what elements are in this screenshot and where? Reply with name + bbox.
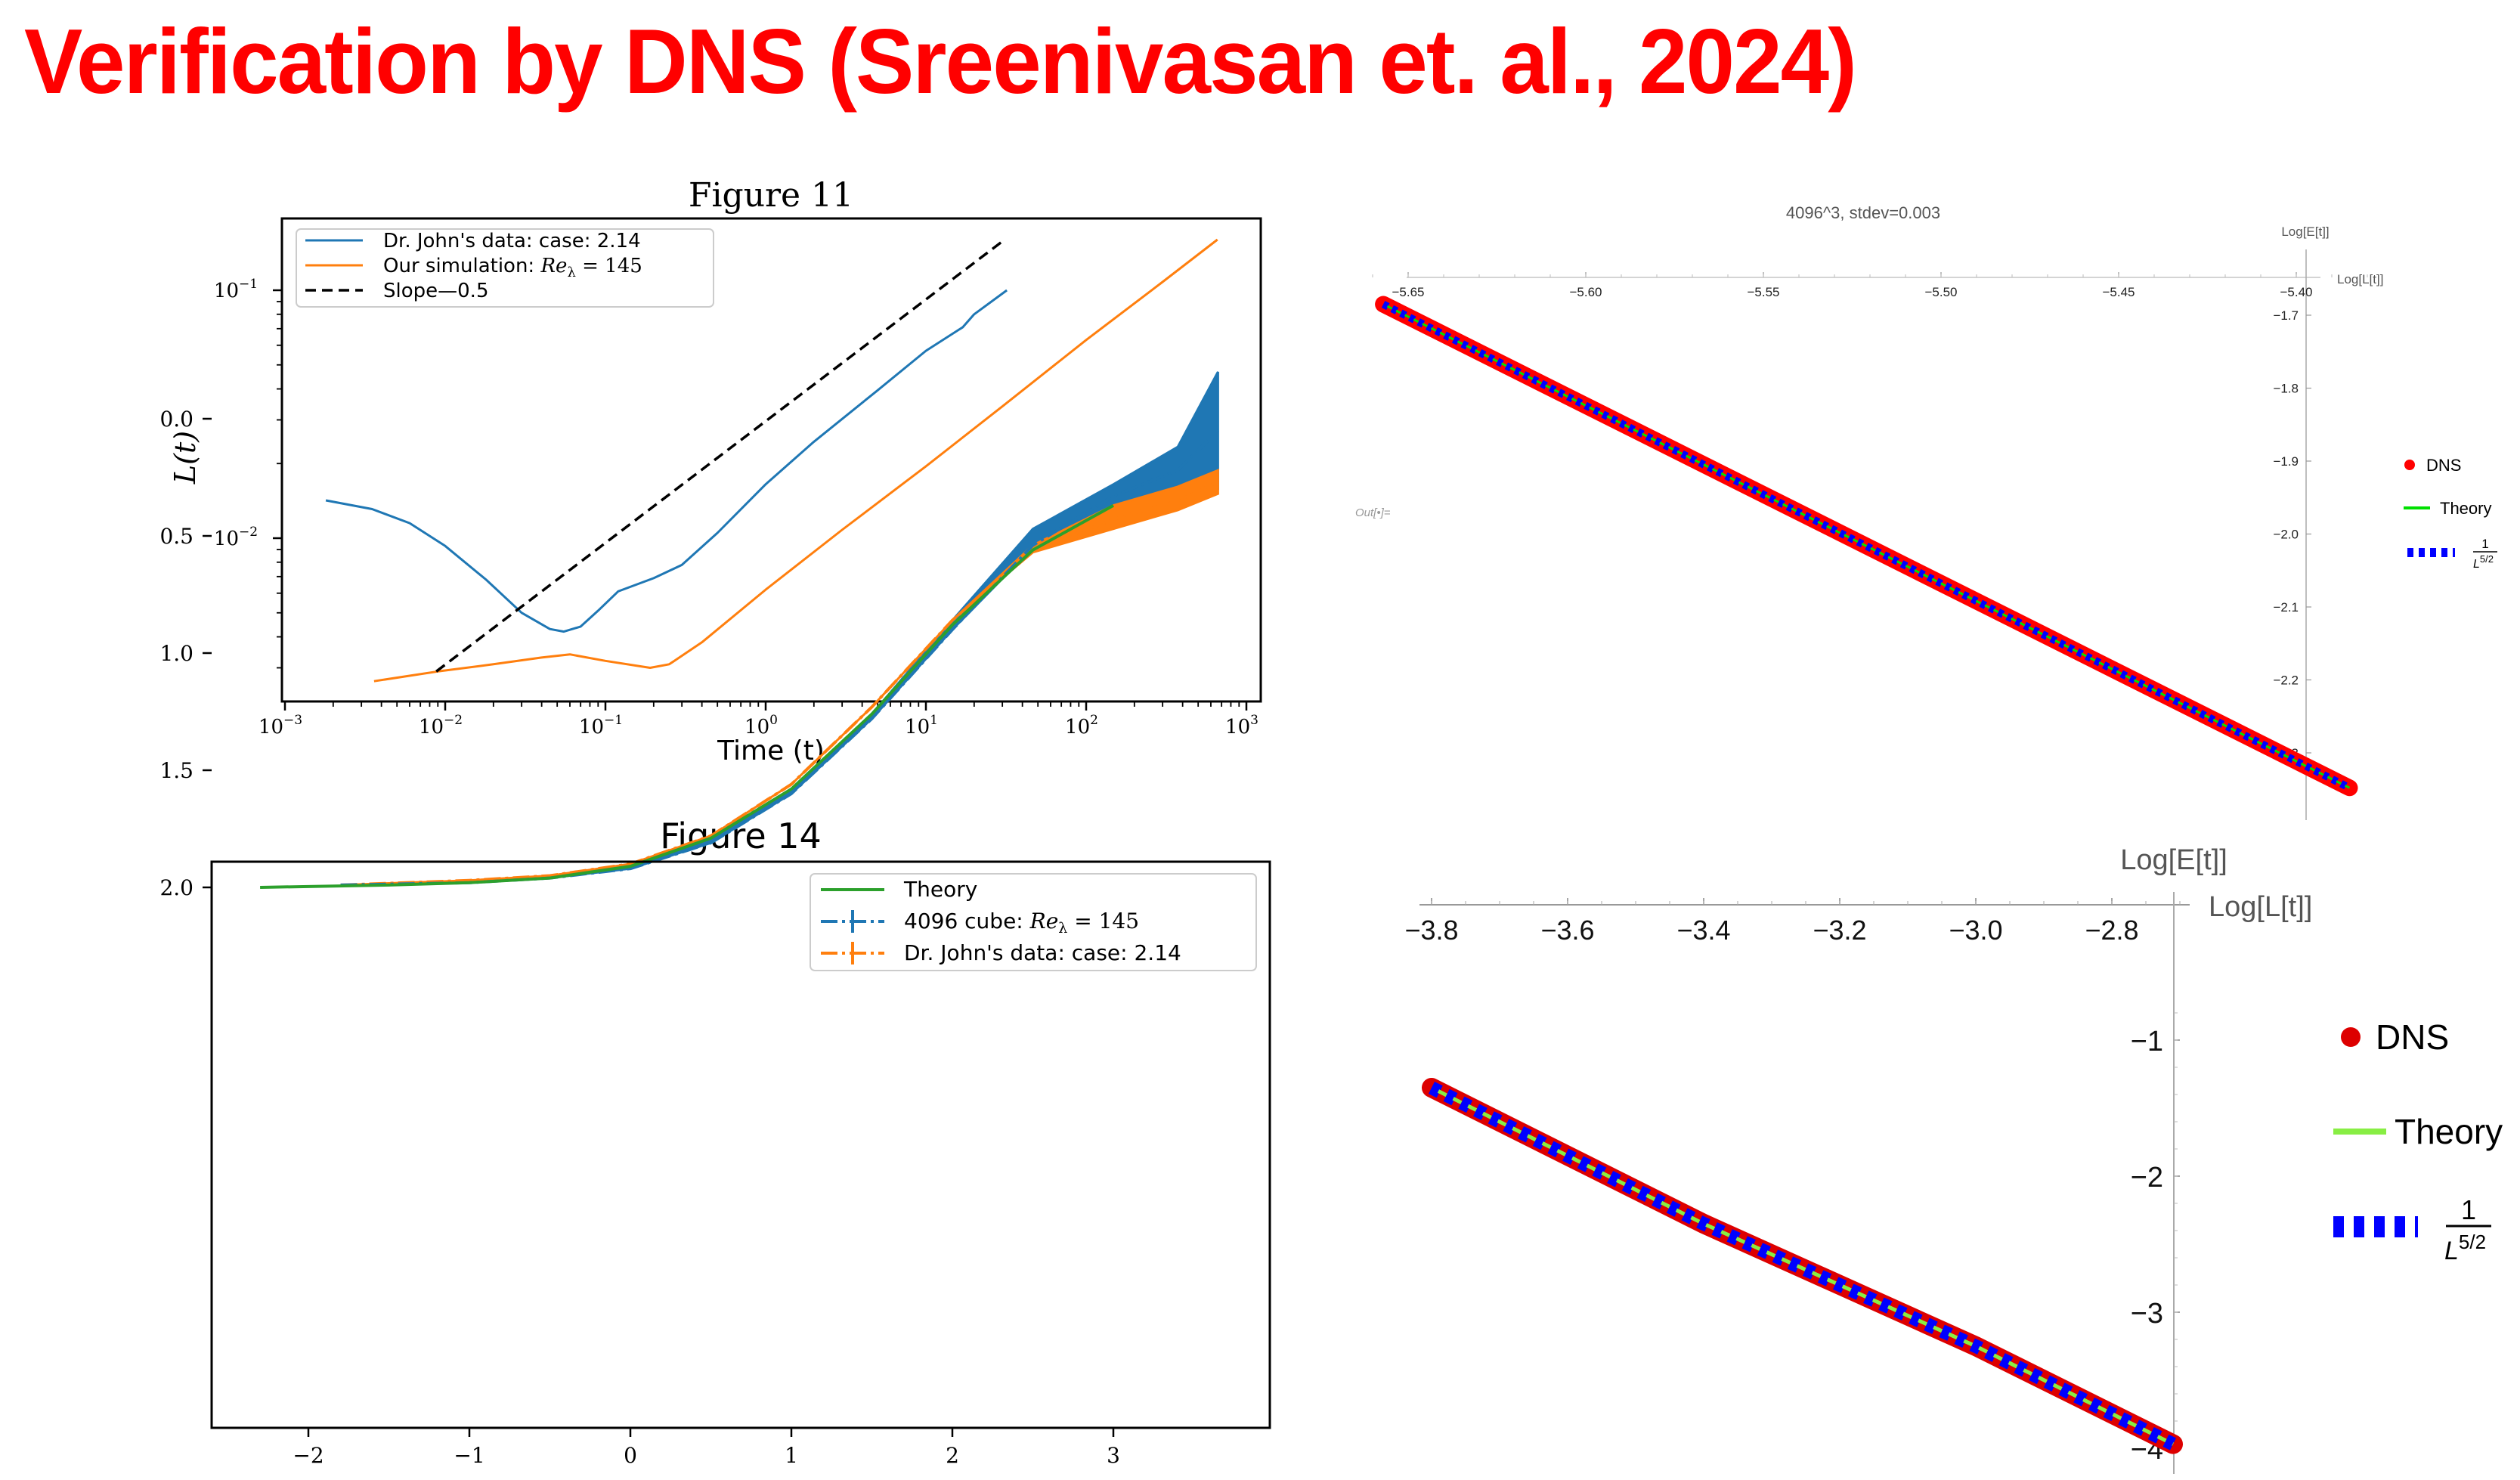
x-tick-label: 0 [624, 1443, 637, 1468]
x-tick-label: 1 [785, 1443, 798, 1468]
figure-11-x-label: Time (t) [717, 735, 825, 766]
mma-top-y-axis-label: Log[E[t]] [2281, 224, 2329, 239]
series-line-0 [260, 503, 1114, 889]
mma-bottom-legend: DNS Theory 1 L5/2 [2333, 1017, 2503, 1265]
mma-top-title: 4096^3, stdev=0.003 [1786, 203, 1940, 222]
x-tick-label: 103 [1225, 713, 1258, 738]
figure-14-axes-frame [210, 860, 1271, 1429]
x-tick-label: −3.0 [1949, 915, 2002, 946]
slide-title: Verification by DNS (Sreenivasan et. al.… [24, 10, 1857, 113]
figure-11: Figure 11 10−3 10−2 10−1 100 101 102 103 10−11… [169, 176, 1262, 766]
x-tick-label: −5.40 [2280, 285, 2312, 299]
figure-11-axes-frame [280, 217, 1262, 703]
y-tick-label: 0.5 [159, 524, 193, 549]
series-line-0 [325, 289, 1008, 633]
legend-theory-label: Theory [2395, 1112, 2503, 1151]
figure-14: Figure 14 −2 −1 0 1 2 3 2.01.51.00.50.0 Theor… [159, 371, 1271, 1468]
figure-14-x-ticks: −2 −1 0 1 2 3 [293, 1428, 1120, 1468]
x-tick-label: 100 [745, 713, 778, 738]
x-tick-label: 10−1 [579, 713, 623, 738]
y-tick-label: 10−2 [214, 525, 258, 550]
legend-fraction-numerator: 1 [2461, 1194, 2476, 1225]
y-tick-label: −1.8 [2273, 382, 2299, 396]
legend-dns-label: DNS [2426, 456, 2461, 475]
legend-dns-dot-icon [2341, 1027, 2361, 1047]
figure-11-legend: Dr. John's data: case: 2.14 Our simulati… [296, 228, 714, 308]
y-tick-label: 10−1 [214, 277, 258, 302]
figure-11-y-label: L(t) [169, 431, 202, 485]
series-line-1 [373, 238, 1218, 683]
power-law-dashed-line [1381, 301, 2351, 791]
mma-bottom-y-axis-label: Log[E[t]] [2120, 844, 2227, 876]
figure-11-title: Figure 11 [689, 176, 853, 215]
y-tick-label: 2.0 [159, 875, 193, 900]
legend-dns-label: DNS [2376, 1017, 2449, 1057]
legend-label-simulation: Our simulation: Reλ = 145 [383, 255, 642, 280]
y-tick-label: −2.2 [2273, 673, 2299, 688]
mathematica-plot-bottom: −3.8 −3.6 −3.4 −3.2 −3.0 −2.8−1−2−3−4 Log[E[t… [1404, 844, 2503, 1474]
legend-fraction-denominator: L5/2 [2444, 1231, 2486, 1265]
theory-line [1430, 1085, 2175, 1446]
y-tick-label: −2.0 [2273, 528, 2299, 542]
x-tick-label: −5.55 [1747, 285, 1779, 299]
series-line-2 [435, 238, 1006, 673]
y-tick-label: −2.1 [2273, 600, 2299, 615]
x-tick-label: 102 [1065, 713, 1098, 738]
legend-dns-dot-icon [2404, 460, 2415, 470]
mma-bottom-plot-area [1422, 1078, 2183, 1454]
figure-11-y-ticks: 10−1 10−2 [214, 277, 282, 669]
mma-bottom-axes: −3.8 −3.6 −3.4 −3.2 −3.0 −2.8−1−2−3−4 [1404, 892, 2190, 1474]
x-tick-label: −3.8 [1404, 915, 1458, 946]
y-tick-label: 1.0 [159, 641, 193, 666]
x-tick-label: 10−2 [419, 713, 463, 738]
x-tick-label: −2 [293, 1443, 324, 1468]
figure-11-x-ticks: 10−3 10−2 10−1 100 101 102 103 [259, 701, 1258, 738]
legend-box [810, 873, 1257, 971]
mma-top-legend: DNS Theory 1 L5/2 [2404, 456, 2497, 571]
legend-box [296, 228, 714, 308]
y-tick-label: −3 [2131, 1298, 2163, 1330]
x-tick-label: 3 [1107, 1443, 1120, 1468]
x-tick-label: −1 [454, 1443, 484, 1468]
legend-label-john: Dr. John's data: case: 2.14 [904, 940, 1181, 965]
y-tick-label: 1.5 [159, 758, 193, 783]
figure-11-plot-area [325, 238, 1218, 683]
x-tick-label: −5.65 [1392, 285, 1424, 299]
mathematica-plot-top: 4096^3, stdev=0.003 Out[•]= −5.65 −5.60 −5… [1355, 203, 2497, 820]
x-tick-label: −5.50 [1924, 285, 1957, 299]
x-tick-label: −5.45 [2102, 285, 2135, 299]
legend-theory-label: Theory [2440, 499, 2491, 518]
legend-label-john: Dr. John's data: case: 2.14 [383, 230, 641, 252]
theory-line [1382, 303, 2351, 789]
y-tick-label: −2 [2131, 1162, 2163, 1194]
mma-top-axes: −5.65 −5.60 −5.55 −5.50 −5.45 −5.40 −1.7 −1.8 −1… [1372, 249, 2368, 820]
x-tick-label: −3.2 [1813, 915, 1866, 946]
figure-14-y-ticks: 2.0 1.5 1.0 0.5 0.0 [159, 407, 212, 900]
y-tick-label: 0.0 [159, 407, 193, 432]
out-label: Out[•]= [1355, 506, 1391, 519]
x-tick-label: 10−3 [259, 713, 302, 738]
power-law-dashed-line [1428, 1081, 2177, 1451]
y-tick-label: −1.9 [2273, 454, 2299, 469]
legend-fraction-denominator: L5/2 [2473, 553, 2494, 571]
x-tick-label: −2.8 [2085, 915, 2138, 946]
error-band-1 [340, 371, 1219, 887]
y-tick-label: −1.7 [2273, 308, 2299, 323]
x-tick-label: −5.60 [1569, 285, 1602, 299]
mma-bottom-x-axis-label: Log[L[t]] [2209, 891, 2312, 923]
series-line-2 [340, 480, 1219, 887]
y-tick-label: −1 [2131, 1026, 2163, 1057]
legend-label-theory: Theory [903, 877, 977, 902]
figure-14-legend: Theory 4096 cube: Reλ = 145 Dr. John's d… [810, 873, 1257, 971]
x-tick-label: −3.6 [1540, 915, 1594, 946]
x-tick-label: 2 [946, 1443, 959, 1468]
legend-label-slope: Slope—0.5 [383, 280, 488, 302]
x-tick-label: 101 [905, 713, 938, 738]
x-tick-label: −3.4 [1676, 915, 1730, 946]
figure-14-plot-area [260, 371, 1219, 889]
mma-top-plot-area [1375, 296, 2358, 797]
legend-label-4096-cube: 4096 cube: Reλ = 145 [904, 909, 1139, 937]
mma-top-x-axis-label: Log[L[t]] [2337, 272, 2383, 286]
legend-fraction-numerator: 1 [2481, 537, 2488, 551]
